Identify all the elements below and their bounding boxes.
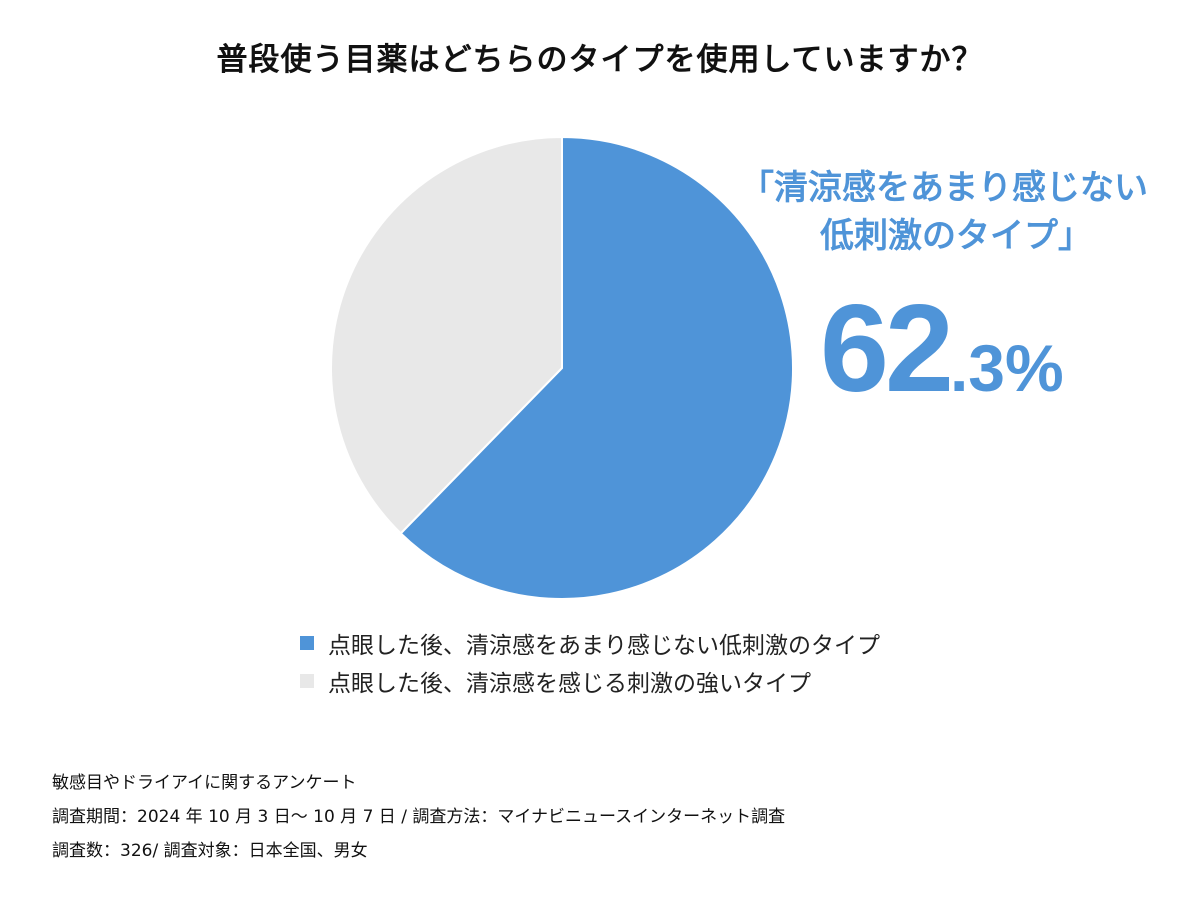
chart-title: 普段使う目薬はどちらのタイプを使用していますか？ [216, 42, 984, 78]
percent-integer: 62 [820, 280, 954, 418]
survey-footnote: 敏感目やドライアイに関するアンケート 調査期間：2024 年 10 月 3 日～… [52, 766, 785, 868]
survey-period-method: 調査期間：2024 年 10 月 3 日～ 10 月 7 日 / 調査方法：マイ… [52, 807, 786, 827]
percent-decimal: .3% [949, 331, 1064, 405]
legend: 点眼した後、清涼感をあまり感じない低刺激のタイプ 点眼した後、清涼感を感じる刺激… [300, 624, 880, 700]
legend-swatch-strong-stimulus [300, 674, 314, 688]
legend-label-low-stimulus: 点眼した後、清涼感をあまり感じない低刺激のタイプ [328, 633, 880, 659]
callout-line-2: 低刺激のタイプ」 [820, 216, 1092, 256]
callout-line-1: 「清涼感をあまり感じない [740, 168, 1148, 208]
highlight-percent: 62.3% [820, 278, 1064, 420]
survey-name: 敏感目やドライアイに関するアンケート [52, 773, 357, 793]
survey-sample: 調査数：326/ 調査対象：日本全国、男女 [52, 841, 368, 861]
legend-item-strong-stimulus: 点眼した後、清涼感を感じる刺激の強いタイプ [300, 662, 880, 700]
highlight-callout: 「清涼感をあまり感じない 低刺激のタイプ」 [740, 164, 1180, 260]
legend-item-low-stimulus: 点眼した後、清涼感をあまり感じない低刺激のタイプ [300, 624, 880, 662]
legend-swatch-low-stimulus [300, 636, 314, 650]
legend-label-strong-stimulus: 点眼した後、清涼感を感じる刺激の強いタイプ [328, 671, 811, 697]
pie-slice-strong-stimulus [330, 135, 563, 535]
pie-slice-low-stimulus [399, 135, 794, 600]
